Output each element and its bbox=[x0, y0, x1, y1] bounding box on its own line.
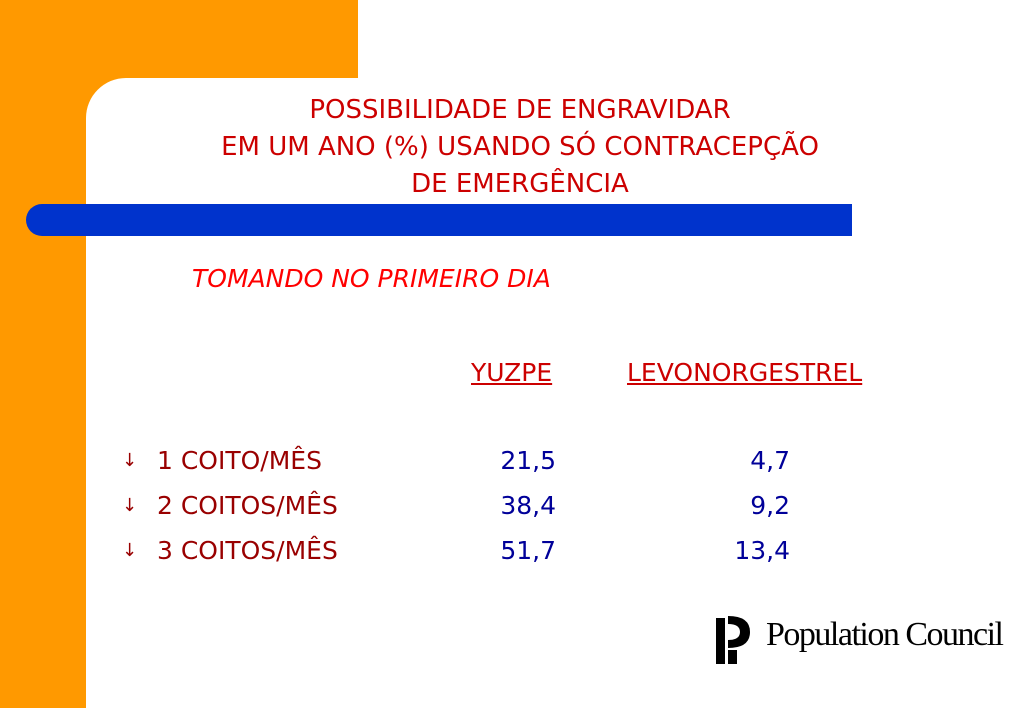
row-label: 2 COITOS/MÊS bbox=[157, 491, 338, 520]
content-panel bbox=[86, 78, 1023, 708]
row-label: 1 COITO/MÊS bbox=[157, 446, 322, 475]
slide-title: POSSIBILIDADE DE ENGRAVIDAR EM UM ANO (%… bbox=[100, 92, 940, 203]
title-line-3: DE EMERGÊNCIA bbox=[411, 169, 629, 199]
value-yuzpe: 51,7 bbox=[500, 536, 556, 565]
value-levonorgestrel: 4,7 bbox=[750, 446, 790, 475]
row-label: 3 COITOS/MÊS bbox=[157, 536, 338, 565]
down-arrow-icon: ↓ bbox=[122, 495, 138, 516]
table-row: ↓ 3 COITOS/MÊS 51,7 13,4 bbox=[0, 536, 1023, 572]
table-row: ↓ 2 COITOS/MÊS 38,4 9,2 bbox=[0, 491, 1023, 527]
title-line-2: EM UM ANO (%) USANDO SÓ CONTRACEPÇÃO bbox=[221, 132, 819, 162]
subtitle: TOMANDO NO PRIMEIRO DIA bbox=[192, 264, 551, 293]
down-arrow-icon: ↓ bbox=[122, 450, 138, 471]
value-levonorgestrel: 9,2 bbox=[750, 491, 790, 520]
orange-side-bar bbox=[0, 0, 86, 708]
down-arrow-icon: ↓ bbox=[122, 540, 138, 561]
column-header-yuzpe: YUZPE bbox=[471, 358, 553, 387]
value-levonorgestrel: 13,4 bbox=[734, 536, 790, 565]
table-row: ↓ 1 COITO/MÊS 21,5 4,7 bbox=[0, 446, 1023, 482]
logo-text: Population Council bbox=[766, 616, 1004, 653]
title-line-1: POSSIBILIDADE DE ENGRAVIDAR bbox=[309, 95, 731, 125]
population-council-logo-icon bbox=[716, 616, 750, 664]
value-yuzpe: 38,4 bbox=[500, 491, 556, 520]
value-yuzpe: 21,5 bbox=[500, 446, 556, 475]
column-header-levonorgestrel: LEVONORGESTREL bbox=[627, 358, 863, 387]
population-council-logo: Population Council bbox=[714, 612, 1004, 666]
blue-divider-bar bbox=[26, 204, 852, 236]
